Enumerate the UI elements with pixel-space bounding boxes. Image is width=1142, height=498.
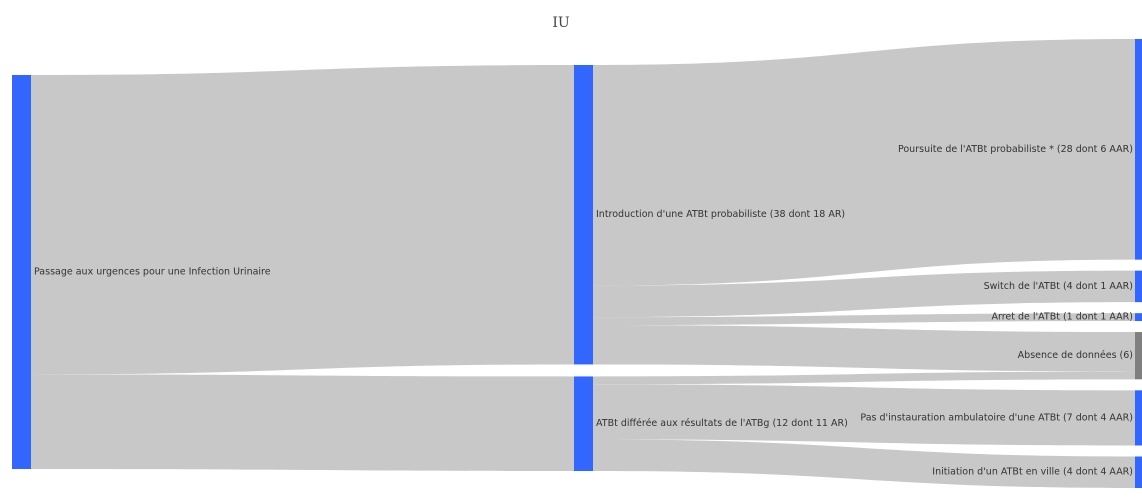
node-label-poursuite: Poursuite de l'ATBt probabiliste * (28 d… [898, 144, 1133, 155]
node-introduction[interactable] [574, 65, 593, 365]
node-label-initiation: Initiation d'un ATBt en ville (4 dont 4 … [932, 467, 1133, 478]
node-label-introduction: Introduction d'une ATBt probabiliste (38… [596, 209, 845, 220]
nodes-layer [12, 39, 1142, 488]
node-label-pas_instauration: Pas d'instauration ambulatoire d'une ATB… [860, 412, 1133, 423]
link-differee-to-pas_instauration[interactable] [593, 384, 1135, 446]
link-introduction-to-arret[interactable] [593, 313, 1135, 326]
link-introduction-to-absence[interactable] [593, 325, 1135, 372]
link-differee-to-absence[interactable] [593, 371, 1135, 385]
link-differee-to-initiation[interactable] [593, 439, 1135, 488]
node-arret[interactable] [1135, 313, 1142, 322]
labels-layer: Passage aux urgences pour une Infection … [34, 144, 1133, 478]
node-absence[interactable] [1135, 332, 1142, 380]
node-label-passage: Passage aux urgences pour une Infection … [34, 267, 271, 278]
link-passage-to-differee[interactable] [31, 374, 574, 471]
node-switch[interactable] [1135, 270, 1142, 303]
node-label-arret: Arret de l'ATBt (1 dont 1 AAR) [991, 312, 1133, 323]
node-label-switch: Switch de l'ATBt (4 dont 1 AAR) [984, 281, 1133, 292]
link-introduction-to-poursuite[interactable] [593, 39, 1135, 286]
link-introduction-to-switch[interactable] [593, 270, 1135, 318]
node-label-absence: Absence de données (6) [1018, 350, 1133, 361]
node-pas_instauration[interactable] [1135, 390, 1142, 446]
link-passage-to-introduction[interactable] [31, 65, 574, 375]
node-differee[interactable] [574, 376, 593, 471]
node-poursuite[interactable] [1135, 39, 1142, 260]
chart-title: IU [552, 15, 570, 31]
node-label-differee: ATBt différée aux résultats de l'ATBg (1… [596, 418, 848, 429]
links-layer [31, 39, 1135, 488]
node-initiation[interactable] [1135, 456, 1142, 488]
node-passage[interactable] [12, 75, 31, 469]
